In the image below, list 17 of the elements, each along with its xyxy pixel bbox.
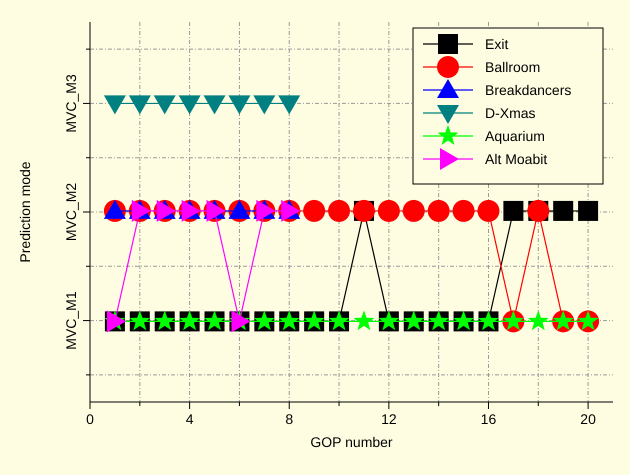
x-tick-label: 12 bbox=[381, 411, 397, 427]
legend-label: D-Xmas bbox=[485, 105, 536, 121]
legend-label: Exit bbox=[485, 36, 508, 52]
legend-label: Aquarium bbox=[485, 128, 545, 144]
legend-label: Ballroom bbox=[485, 59, 540, 75]
x-axis-title: GOP number bbox=[310, 434, 393, 450]
y-axis-title: Prediction mode bbox=[17, 161, 33, 263]
x-tick-label: 20 bbox=[580, 411, 596, 427]
x-tick-label: 0 bbox=[86, 411, 94, 427]
x-tick-label: 8 bbox=[285, 411, 294, 427]
legend-label: Alt Moabit bbox=[485, 151, 548, 167]
legend-label: Breakdancers bbox=[485, 82, 572, 98]
category-label: MVC_M3 bbox=[63, 74, 79, 133]
x-tick-label: 16 bbox=[480, 411, 496, 427]
category-label: MVC_M2 bbox=[63, 182, 79, 242]
x-tick-label: 4 bbox=[186, 411, 194, 427]
category-label: MVC_M1 bbox=[63, 291, 79, 350]
